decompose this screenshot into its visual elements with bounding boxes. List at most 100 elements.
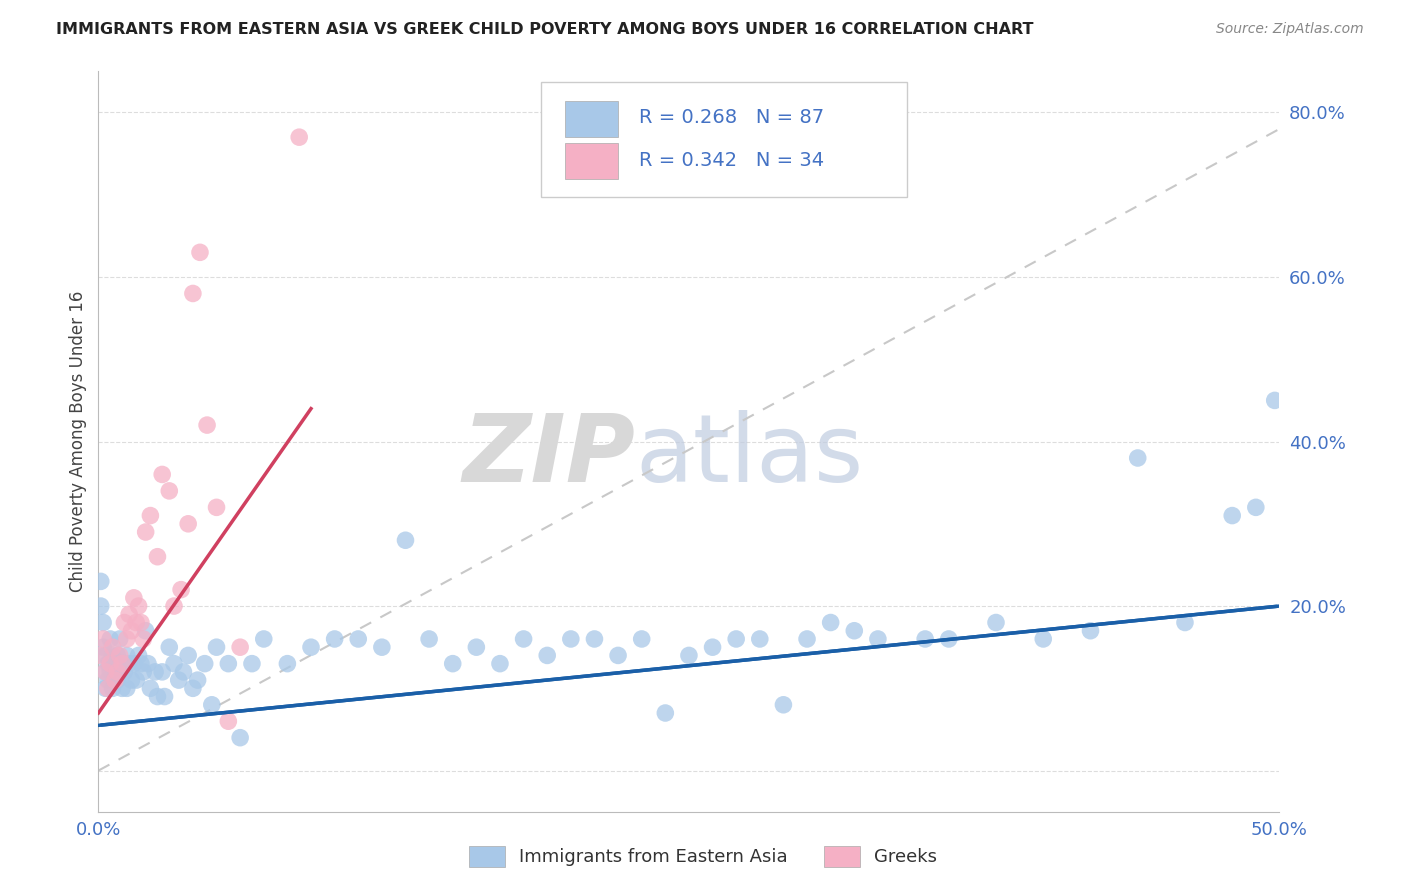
Point (112, 665, 135, 679)
Point (101, 640, 124, 655)
Point (118, 657, 141, 671)
Point (132, 632, 155, 646)
Point (115, 632, 138, 646)
Point (288, 130, 311, 145)
Point (205, 500, 228, 515)
Legend: Immigrants from Eastern Asia, Greeks: Immigrants from Eastern Asia, Greeks (461, 838, 945, 874)
Point (111, 657, 134, 671)
Point (177, 648, 200, 663)
Point (111, 657, 134, 671)
Point (170, 582, 193, 597)
Point (217, 714, 239, 729)
Text: R = 0.268   N = 87: R = 0.268 N = 87 (640, 108, 824, 127)
Point (607, 648, 630, 663)
Point (98, 657, 121, 671)
Point (105, 673, 128, 687)
Point (128, 648, 150, 663)
FancyBboxPatch shape (565, 101, 619, 136)
Point (702, 640, 724, 655)
Point (111, 681, 134, 696)
Point (1032, 632, 1054, 646)
Point (1080, 624, 1102, 638)
Point (125, 673, 148, 687)
Point (441, 657, 464, 671)
Point (108, 632, 131, 646)
FancyBboxPatch shape (541, 82, 907, 197)
Point (157, 483, 180, 498)
Point (229, 640, 252, 655)
Point (1174, 615, 1197, 630)
Point (125, 615, 148, 630)
Point (205, 640, 228, 655)
Point (94, 681, 117, 696)
Point (187, 673, 209, 687)
Point (194, 657, 217, 671)
Point (139, 508, 162, 523)
Point (101, 648, 124, 663)
Point (108, 648, 131, 663)
Point (129, 615, 152, 630)
Point (536, 648, 558, 663)
Point (94, 665, 117, 679)
Point (121, 624, 143, 638)
Text: Source: ZipAtlas.com: Source: ZipAtlas.com (1216, 22, 1364, 37)
Point (139, 681, 162, 696)
Point (914, 632, 936, 646)
Point (98, 665, 121, 679)
Point (122, 591, 145, 605)
Point (135, 524, 157, 539)
Point (820, 615, 842, 630)
Point (583, 632, 606, 646)
Point (984, 615, 1007, 630)
Point (1220, 508, 1243, 523)
Point (181, 681, 204, 696)
Point (115, 648, 138, 663)
Point (163, 599, 186, 613)
Point (101, 681, 124, 696)
Point (1264, 393, 1286, 408)
Point (105, 648, 128, 663)
Point (371, 640, 394, 655)
Point (276, 657, 298, 671)
Point (146, 690, 169, 704)
Point (772, 698, 794, 712)
Point (112, 615, 135, 630)
Text: atlas: atlas (636, 410, 865, 502)
Point (1244, 500, 1267, 515)
Point (146, 549, 169, 564)
Point (150, 467, 173, 482)
Point (104, 657, 127, 671)
Point (188, 245, 211, 260)
Point (150, 665, 173, 679)
Point (108, 665, 131, 679)
Point (866, 632, 889, 646)
Point (97, 681, 120, 696)
Point (132, 665, 155, 679)
Point (90, 574, 112, 589)
Point (654, 706, 676, 720)
Point (560, 632, 582, 646)
Point (240, 657, 263, 671)
Point (172, 665, 194, 679)
Point (129, 657, 152, 671)
Point (94, 648, 117, 663)
Point (630, 632, 652, 646)
FancyBboxPatch shape (565, 144, 619, 178)
Point (118, 607, 141, 622)
Point (253, 632, 276, 646)
Point (181, 286, 204, 301)
Point (97, 673, 120, 687)
Point (163, 657, 186, 671)
Y-axis label: Child Poverty Among Boys Under 16: Child Poverty Among Boys Under 16 (69, 291, 87, 592)
Point (90, 599, 112, 613)
Point (97, 657, 120, 671)
Point (748, 632, 770, 646)
Point (938, 632, 960, 646)
Point (122, 657, 145, 671)
Point (128, 599, 150, 613)
Point (489, 657, 512, 671)
Point (143, 665, 166, 679)
Point (323, 632, 346, 646)
Point (1126, 450, 1149, 465)
Text: IMMIGRANTS FROM EASTERN ASIA VS GREEK CHILD POVERTY AMONG BOYS UNDER 16 CORRELAT: IMMIGRANTS FROM EASTERN ASIA VS GREEK CH… (56, 22, 1033, 37)
